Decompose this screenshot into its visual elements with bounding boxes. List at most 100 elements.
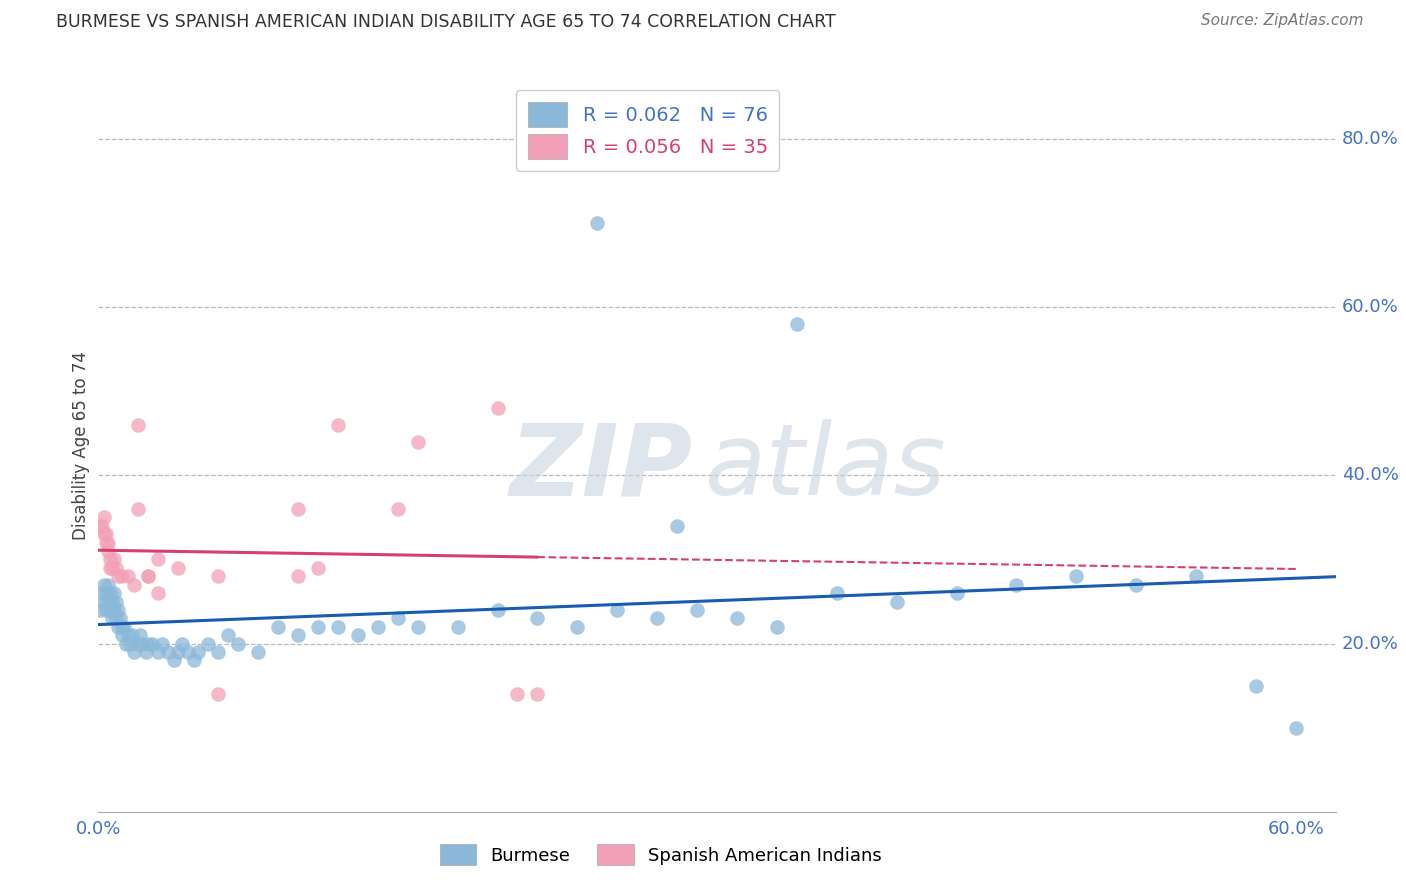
Point (886, 594, 908, 608)
Point (307, 561, 329, 575)
Point (111, 620, 134, 634)
Point (686, 603, 709, 617)
Point (167, 645, 190, 659)
Point (111, 628, 134, 642)
Legend: R = 0.062   N = 76, R = 0.056   N = 35: R = 0.062 N = 76, R = 0.056 N = 35 (516, 90, 779, 171)
Point (105, 561, 128, 575)
Point (347, 628, 370, 642)
Point (526, 687, 548, 701)
Point (141, 636, 163, 650)
Point (111, 569, 134, 583)
Point (89, 603, 111, 617)
Point (117, 628, 139, 642)
Point (127, 417, 149, 432)
Point (110, 611, 132, 625)
Point (148, 552, 170, 566)
Text: BURMESE VS SPANISH AMERICAN INDIAN DISABILITY AGE 65 TO 74 CORRELATION CHART: BURMESE VS SPANISH AMERICAN INDIAN DISAB… (56, 13, 837, 31)
Point (136, 569, 159, 583)
Point (326, 417, 349, 432)
Point (131, 636, 153, 650)
Point (786, 317, 808, 331)
Point (207, 645, 229, 659)
Point (96, 535, 118, 549)
Point (287, 628, 309, 642)
Text: 60.0%: 60.0% (1341, 298, 1399, 317)
Point (91, 519, 114, 533)
Point (97, 544, 120, 558)
Point (124, 645, 146, 659)
Point (406, 620, 429, 634)
Point (103, 586, 125, 600)
Text: ZIP: ZIP (509, 419, 692, 516)
Point (93, 578, 115, 592)
Point (247, 645, 270, 659)
Point (387, 502, 409, 516)
Text: Source: ZipAtlas.com: Source: ZipAtlas.com (1201, 13, 1364, 29)
Legend: Burmese, Spanish American Indians: Burmese, Spanish American Indians (430, 835, 891, 874)
Point (105, 611, 128, 625)
Point (486, 401, 509, 416)
Point (100, 552, 122, 566)
Point (526, 611, 548, 625)
Point (183, 653, 205, 667)
Point (1005, 578, 1028, 592)
Point (172, 636, 194, 650)
Point (101, 561, 124, 575)
Point (97, 535, 120, 549)
Point (103, 552, 125, 566)
Point (100, 561, 122, 575)
Point (1064, 569, 1087, 583)
Point (197, 636, 219, 650)
Point (387, 611, 409, 625)
Point (135, 645, 157, 659)
Point (93, 510, 115, 524)
Point (120, 636, 142, 650)
Point (101, 611, 124, 625)
Point (96, 586, 118, 600)
Point (101, 594, 124, 608)
Point (148, 586, 170, 600)
Text: 80.0%: 80.0% (1341, 130, 1399, 148)
Point (207, 569, 229, 583)
Point (945, 586, 967, 600)
Point (96, 527, 118, 541)
Point (107, 603, 129, 617)
Point (127, 502, 149, 516)
Point (129, 628, 152, 642)
Point (167, 561, 190, 575)
Text: 40.0%: 40.0% (1341, 467, 1399, 484)
Point (825, 586, 848, 600)
Point (1244, 679, 1267, 693)
Point (97, 578, 120, 592)
Point (725, 611, 748, 625)
Point (606, 603, 628, 617)
Point (107, 569, 129, 583)
Point (107, 620, 129, 634)
Point (100, 586, 122, 600)
Point (506, 687, 529, 701)
Point (486, 603, 509, 617)
Point (103, 603, 125, 617)
Point (645, 611, 668, 625)
Point (217, 628, 239, 642)
Point (207, 687, 229, 701)
Point (97, 594, 120, 608)
Point (93, 594, 115, 608)
Point (1125, 578, 1147, 592)
Y-axis label: Disability Age 65 to 74: Disability Age 65 to 74 (72, 351, 90, 541)
Point (163, 653, 186, 667)
Point (150, 636, 173, 650)
Point (89, 519, 111, 533)
Point (666, 519, 689, 533)
Point (117, 569, 139, 583)
Point (287, 569, 309, 583)
Point (136, 636, 159, 650)
Point (100, 603, 122, 617)
Point (1285, 721, 1308, 735)
Point (91, 586, 114, 600)
Point (367, 620, 389, 634)
Point (187, 645, 209, 659)
Point (93, 527, 115, 541)
Point (326, 620, 349, 634)
Point (766, 620, 789, 634)
